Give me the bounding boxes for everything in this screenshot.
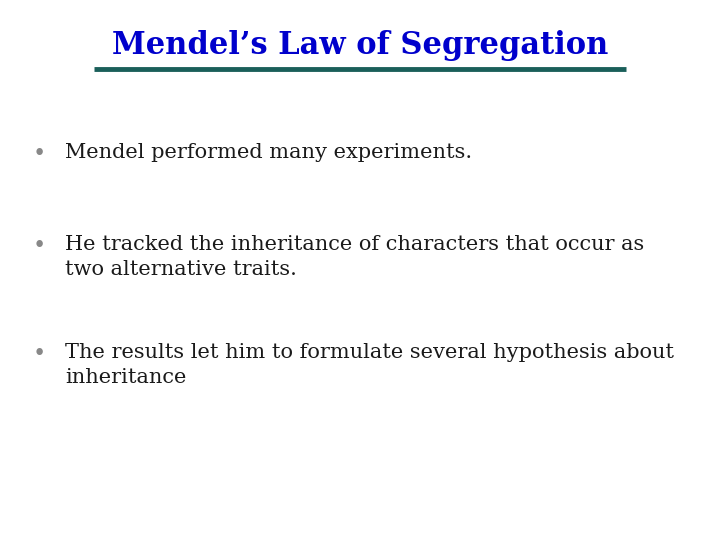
Text: Mendel performed many experiments.: Mendel performed many experiments. [65,143,472,162]
Text: The results let him to formulate several hypothesis about
inheritance: The results let him to formulate several… [65,343,674,387]
Text: •: • [33,235,46,257]
Text: Mendel’s Law of Segregation: Mendel’s Law of Segregation [112,30,608,60]
Text: •: • [33,143,46,165]
Text: •: • [33,343,46,365]
Text: He tracked the inheritance of characters that occur as
two alternative traits.: He tracked the inheritance of characters… [65,235,644,279]
